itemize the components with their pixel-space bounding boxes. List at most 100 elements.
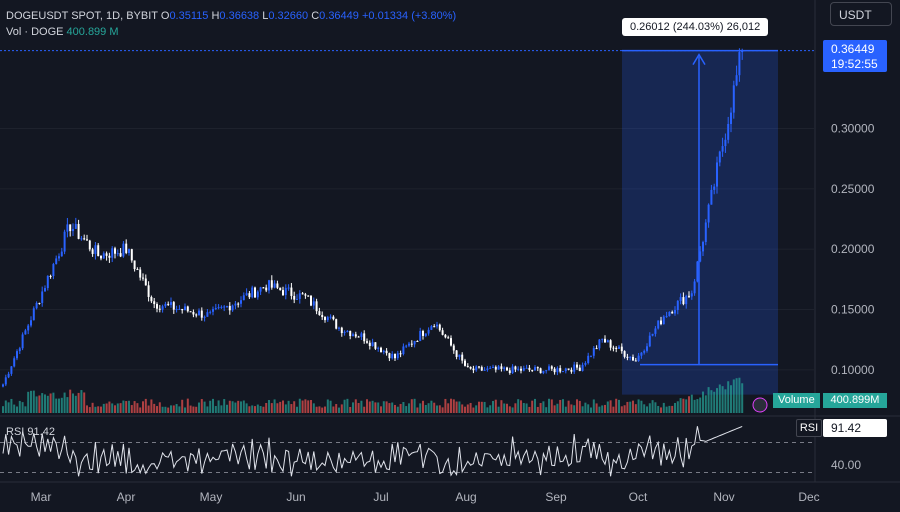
measure-range-box[interactable] [622,50,778,395]
candle-body [332,316,335,320]
volume-bar [242,400,245,413]
candle-body [282,290,284,296]
volume-bar [730,385,732,413]
volume-legend-label[interactable]: Vol · DOGE [6,26,64,38]
volume-bar [290,404,293,413]
alert-icon[interactable] [752,397,768,413]
symbol-label[interactable]: DOGEUSDT SPOT, 1D, BYBIT [6,10,158,22]
candle-body [240,300,242,304]
volume-bar [72,393,74,413]
volume-pane-label: Volume [773,393,820,408]
volume-bar [2,406,4,413]
candle-body [371,342,374,346]
rsi-line [2,425,743,477]
candle-body [214,307,217,310]
candle-body [228,305,231,311]
last-price-value: 0.36449 [831,42,875,56]
candle-body [542,370,545,374]
candle-body [164,303,167,307]
candle-body [716,162,718,187]
candle-body [175,309,178,311]
volume-bar [438,405,441,413]
candle-body [312,301,315,306]
volume-bar [654,402,657,413]
volume-bar [282,400,284,413]
volume-bar [49,393,52,413]
candle-body [142,277,144,279]
volume-bar [184,407,186,413]
volume-bar [626,401,629,413]
volume-bar [181,399,184,413]
volume-bar [534,398,536,413]
rsi-legend[interactable]: RSI 91.42 [6,426,55,438]
volume-bar [483,401,486,413]
candle-body [469,366,472,369]
candle-body [150,296,153,302]
volume-bar [410,399,413,413]
volume-bar [553,405,556,413]
candle-body [668,311,671,317]
volume-bar [637,399,640,413]
volume-bar [212,398,214,413]
candle-body [206,312,209,317]
volume-bar [651,400,654,413]
candle-body [662,316,665,325]
candle-body [58,256,60,259]
candle-body [189,311,192,313]
volume-bar [674,402,676,413]
candle-body [374,342,377,349]
currency-unit-button[interactable]: USDT [830,2,892,26]
volume-bar [4,400,7,413]
volume-bar [102,403,105,413]
candle-body [340,327,343,334]
candle-body [503,367,506,369]
volume-bar [352,402,354,413]
candle-body [525,367,528,369]
candle-body [298,293,301,299]
candle-body [592,348,595,356]
volume-bar [436,405,438,413]
candle-body [346,330,349,332]
x-tick-label: Dec [798,490,819,504]
candle-body [147,285,150,297]
volume-bar [116,403,119,413]
candle-body [413,340,416,345]
volume-bar [254,406,256,413]
candle-body [88,240,91,250]
candle-body [567,368,570,370]
y-tick-label: 0.10000 [831,363,875,377]
candle-body [268,280,270,291]
volume-bar [130,405,133,413]
candle-body [402,346,405,354]
volume-bar [424,404,427,413]
candle-body [119,253,122,257]
candle-body [405,345,408,347]
volume-bar [567,400,570,413]
bar-countdown: 19:52:55 [831,57,878,71]
volume-bar [450,398,452,413]
high-label: H [211,10,220,22]
volume-bar [100,406,102,413]
volume-bar [237,400,240,413]
volume-bar [147,405,150,413]
candle-body [738,52,741,76]
volume-bar [606,401,609,413]
candle-body [416,340,419,342]
candle-body [186,306,189,312]
x-tick-label: Apr [117,490,136,504]
candle-body [77,223,80,239]
candle-body [114,248,116,254]
y-tick-label: 0.25000 [831,182,875,196]
candle-body [158,308,161,310]
candle-body [24,330,27,335]
volume-bar [245,403,248,413]
candle-body [125,243,128,253]
candle-body [643,350,646,353]
volume-bar [486,407,489,413]
candle-body [66,224,69,232]
volume-bar [228,400,231,413]
candle-body [438,324,441,331]
candle-body [7,373,10,378]
volume-bar [60,397,63,413]
